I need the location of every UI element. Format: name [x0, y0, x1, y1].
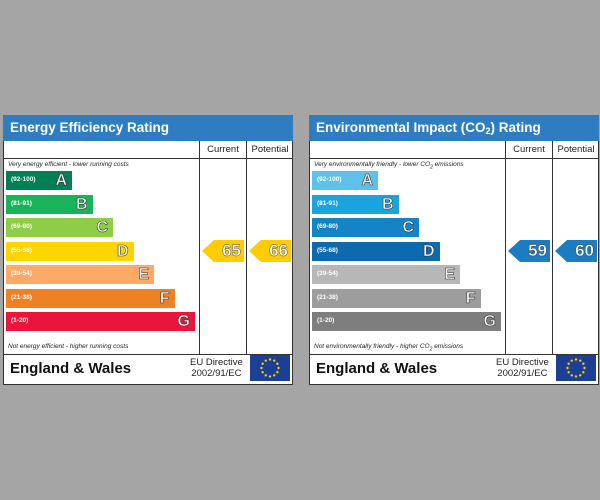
band-letter: B: [381, 195, 394, 213]
rating-band-b: (81-91) B: [312, 194, 399, 214]
band-letter: C: [96, 219, 108, 237]
eu-flag-icon: [250, 355, 290, 381]
band-range: (39-54): [317, 270, 338, 277]
band-letter: C: [402, 219, 414, 237]
current-column-header: Current: [207, 144, 239, 155]
band-letter: E: [138, 266, 149, 284]
rating-band-c: (69-80) C: [6, 218, 113, 237]
potential-rating-arrow: 66: [249, 240, 291, 262]
rating-frame: Current Potential Very environmentally f…: [309, 141, 599, 385]
potential-column-header: Potential: [557, 144, 595, 155]
band-letter: D: [116, 242, 129, 260]
eu-directive: EU Directive 2002/91/EC: [496, 357, 549, 379]
rating-band-a: (92-100) A: [312, 171, 378, 190]
energy-efficiency-panel: Energy Efficiency Rating Current Potenti…: [3, 115, 293, 385]
band-letter: F: [465, 289, 476, 307]
band-range: (69-80): [317, 223, 338, 230]
eu-flag-icon: [556, 355, 596, 381]
current-rating-arrow: 59: [508, 240, 550, 262]
band-letter: G: [177, 313, 190, 331]
band-letter: F: [159, 289, 170, 307]
band-range: (1-20): [317, 317, 335, 324]
potential-column-header: Potential: [251, 144, 289, 155]
current-rating-arrow: 65: [202, 240, 244, 262]
band-range: (69-80): [11, 223, 32, 230]
band-range: (55-68): [317, 246, 338, 254]
rating-frame: Current Potential Very energy efficient …: [3, 141, 293, 385]
rating-band-c: (69-80) C: [312, 218, 419, 237]
panel-title: Energy Efficiency Rating: [3, 115, 293, 141]
band-range: (55-68): [11, 246, 32, 254]
top-note: Very environmentally friendly - lower CO…: [314, 161, 464, 171]
current-column-header: Current: [513, 144, 545, 155]
band-letter: E: [444, 266, 455, 284]
rating-band-e: (39-54) E: [312, 265, 460, 284]
band-range: (21-38): [11, 293, 32, 301]
rating-band-f: (21-38) F: [312, 288, 481, 308]
panel-title: Environmental Impact (CO2) Rating: [309, 115, 599, 141]
band-range: (1-20): [11, 317, 29, 324]
environmental-impact-panel: Environmental Impact (CO2) Rating Curren…: [309, 115, 599, 385]
potential-rating-arrow: 60: [555, 240, 597, 262]
band-letter: G: [483, 313, 496, 331]
bottom-note: Not energy efficient - higher running co…: [8, 343, 129, 350]
band-range: (81-91): [317, 199, 338, 207]
band-letter: D: [422, 242, 435, 260]
rating-band-d: (55-68) D: [312, 241, 440, 261]
rating-band-b: (81-91) B: [6, 194, 93, 214]
band-range: (92-100): [317, 176, 342, 183]
rating-band-d: (55-68) D: [6, 241, 134, 261]
band-range: (39-54): [11, 270, 32, 277]
region-label: England & Wales: [10, 360, 132, 377]
band-range: (21-38): [317, 293, 338, 301]
band-range: (81-91): [11, 199, 32, 207]
rating-band-e: (39-54) E: [6, 265, 154, 284]
band-letter: B: [75, 195, 88, 213]
band-range: (92-100): [11, 176, 36, 183]
top-note: Very energy efficient - lower running co…: [8, 161, 129, 168]
rating-band-g: (1-20) G: [6, 312, 195, 331]
region-label: England & Wales: [316, 360, 438, 377]
band-letter: A: [55, 172, 67, 190]
rating-band-g: (1-20) G: [312, 312, 501, 331]
rating-band-f: (21-38) F: [6, 288, 175, 308]
rating-band-a: (92-100) A: [6, 171, 72, 190]
bottom-note: Not environmentally friendly - higher CO…: [314, 343, 464, 353]
band-letter: A: [361, 172, 373, 190]
eu-directive: EU Directive 2002/91/EC: [190, 357, 243, 379]
